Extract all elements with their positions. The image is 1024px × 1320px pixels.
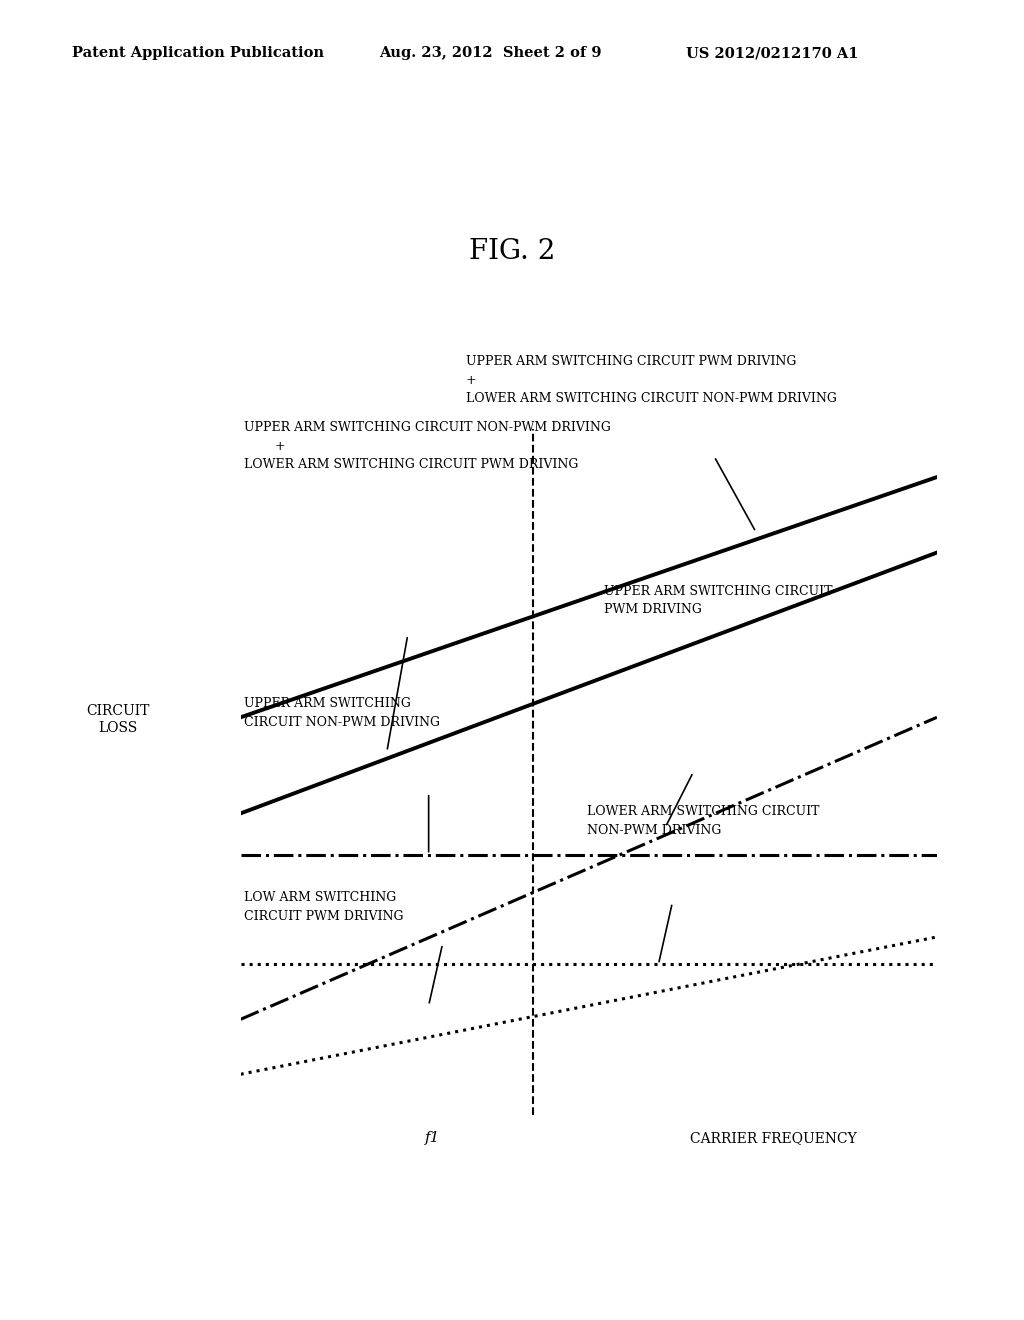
Text: LOWER ARM SWITCHING CIRCUIT PWM DRIVING: LOWER ARM SWITCHING CIRCUIT PWM DRIVING: [244, 458, 579, 471]
Text: +: +: [466, 374, 476, 387]
Text: LOWER ARM SWITCHING CIRCUIT NON-PWM DRIVING: LOWER ARM SWITCHING CIRCUIT NON-PWM DRIV…: [466, 392, 837, 405]
Text: CIRCUIT NON-PWM DRIVING: CIRCUIT NON-PWM DRIVING: [244, 715, 439, 729]
Text: CIRCUIT PWM DRIVING: CIRCUIT PWM DRIVING: [244, 909, 403, 923]
Text: UPPER ARM SWITCHING CIRCUIT NON-PWM DRIVING: UPPER ARM SWITCHING CIRCUIT NON-PWM DRIV…: [244, 421, 610, 434]
Text: +: +: [274, 440, 285, 453]
Text: LOW ARM SWITCHING: LOW ARM SWITCHING: [244, 891, 396, 904]
Text: NON-PWM DRIVING: NON-PWM DRIVING: [587, 824, 721, 837]
Text: CIRCUIT
LOSS: CIRCUIT LOSS: [86, 705, 150, 734]
Text: LOWER ARM SWITCHING CIRCUIT: LOWER ARM SWITCHING CIRCUIT: [587, 805, 819, 818]
Text: f1: f1: [424, 1131, 440, 1146]
Text: US 2012/0212170 A1: US 2012/0212170 A1: [686, 46, 858, 61]
Text: UPPER ARM SWITCHING CIRCUIT PWM DRIVING: UPPER ARM SWITCHING CIRCUIT PWM DRIVING: [466, 355, 797, 368]
Text: Aug. 23, 2012  Sheet 2 of 9: Aug. 23, 2012 Sheet 2 of 9: [379, 46, 601, 61]
Text: CARRIER FREQUENCY: CARRIER FREQUENCY: [690, 1131, 856, 1146]
Text: PWM DRIVING: PWM DRIVING: [604, 603, 702, 616]
Text: FIG. 2: FIG. 2: [469, 238, 555, 264]
Text: UPPER ARM SWITCHING CIRCUIT: UPPER ARM SWITCHING CIRCUIT: [604, 585, 833, 598]
Text: Patent Application Publication: Patent Application Publication: [72, 46, 324, 61]
Text: UPPER ARM SWITCHING: UPPER ARM SWITCHING: [244, 697, 411, 710]
